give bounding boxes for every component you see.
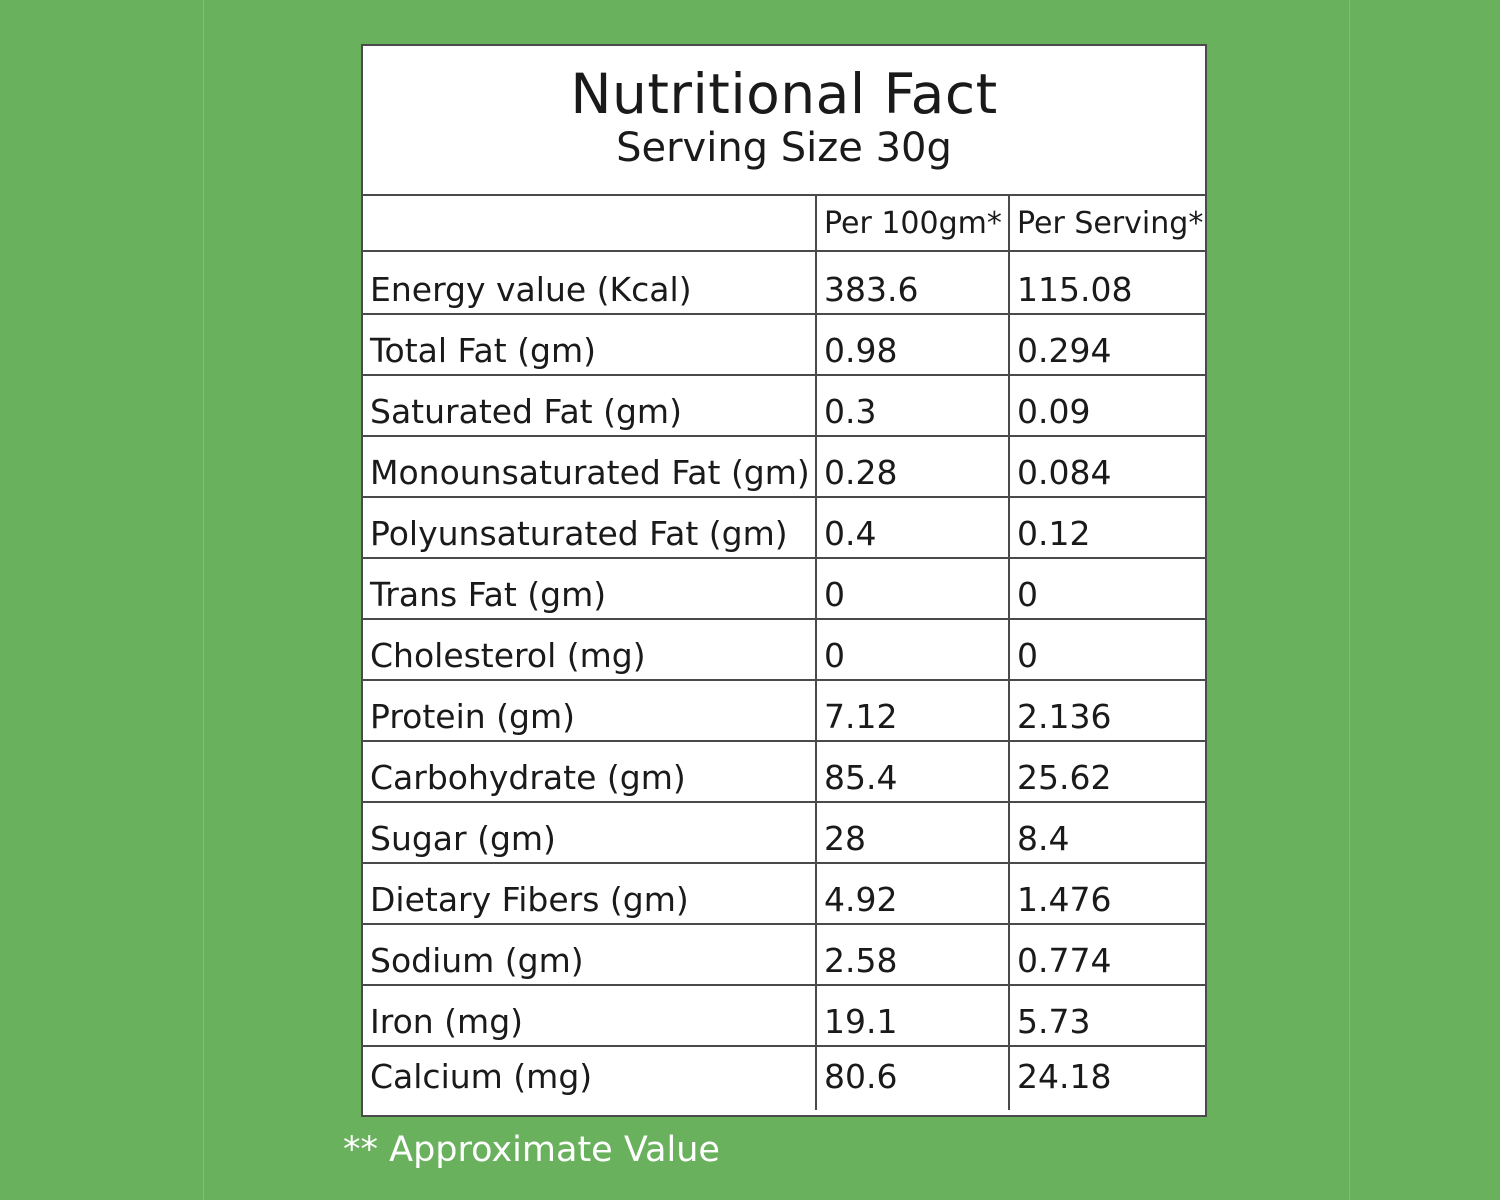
per-serving-cell: 8.4: [1009, 802, 1205, 864]
nutrient-name-cell: Polyunsaturated Fat (gm): [363, 497, 817, 559]
table-row: Energy value (Kcal) 383.6 115.08: [363, 251, 1205, 315]
table-row: Sodium (gm) 2.58 0.774: [363, 924, 1205, 986]
nutrient-name-cell: Sodium (gm): [363, 924, 817, 986]
per-100gm-cell: 4.92: [816, 863, 1010, 925]
table-row: Protein (gm) 7.12 2.136: [363, 680, 1205, 742]
nutrient-name-cell: Sugar (gm): [363, 802, 817, 864]
table-row: Cholesterol (mg) 0 0: [363, 619, 1205, 681]
serving-size-subtitle: Serving Size 30g: [616, 125, 952, 171]
nutrient-name-cell: Dietary Fibers (gm): [363, 863, 817, 925]
per-100gm-cell: 0.3: [816, 375, 1010, 437]
table-row: Saturated Fat (gm) 0.3 0.09: [363, 375, 1205, 437]
nutrient-name-cell: Cholesterol (mg): [363, 619, 817, 681]
nutrient-name-cell: Calcium (mg): [363, 1046, 817, 1110]
per-serving-cell: 0.084: [1009, 436, 1205, 498]
table-row: Dietary Fibers (gm) 4.92 1.476: [363, 863, 1205, 925]
table-row: Polyunsaturated Fat (gm) 0.4 0.12: [363, 497, 1205, 559]
per-100gm-cell: 80.6: [816, 1046, 1010, 1110]
background-guide-line-right: [1349, 0, 1350, 1200]
nutrient-name-cell: Trans Fat (gm): [363, 558, 817, 620]
per-100gm-cell: 0.4: [816, 497, 1010, 559]
per-100gm-cell: 0.28: [816, 436, 1010, 498]
table-row: Iron (mg) 19.1 5.73: [363, 985, 1205, 1047]
nutrition-facts-panel: Nutritional Fact Serving Size 30g Per 10…: [361, 44, 1207, 1117]
table-header-row: Per 100gm* Per Serving*: [363, 196, 1205, 252]
per-100gm-cell: 2.58: [816, 924, 1010, 986]
nutrient-name-cell: Energy value (Kcal): [363, 251, 817, 315]
per-serving-cell: 0.294: [1009, 314, 1205, 376]
table-row: Carbohydrate (gm) 85.4 25.62: [363, 741, 1205, 803]
per-100gm-cell: 0: [816, 619, 1010, 681]
per-100gm-cell: 383.6: [816, 251, 1010, 315]
per-serving-cell: 0.12: [1009, 497, 1205, 559]
nutrient-name-cell: Monounsaturated Fat (gm): [363, 436, 817, 498]
per-serving-cell: 0.09: [1009, 375, 1205, 437]
column-header-per-100gm: Per 100gm*: [816, 196, 1010, 252]
nutrient-name-cell: Carbohydrate (gm): [363, 741, 817, 803]
table-row: Monounsaturated Fat (gm) 0.28 0.084: [363, 436, 1205, 498]
column-header-per-serving: Per Serving*: [1009, 196, 1205, 252]
table-row: Calcium (mg) 80.6 24.18: [363, 1046, 1205, 1110]
approximate-value-footnote: ** Approximate Value: [343, 1130, 720, 1170]
per-100gm-cell: 19.1: [816, 985, 1010, 1047]
per-serving-cell: 25.62: [1009, 741, 1205, 803]
per-serving-cell: 24.18: [1017, 1057, 1112, 1096]
nutrient-name-cell: Saturated Fat (gm): [363, 375, 817, 437]
per-100gm-cell: 7.12: [816, 680, 1010, 742]
per-100gm-cell: 85.4: [816, 741, 1010, 803]
per-serving-cell: 2.136: [1009, 680, 1205, 742]
table-row: Total Fat (gm) 0.98 0.294: [363, 314, 1205, 376]
nutrient-name-cell: Total Fat (gm): [363, 314, 817, 376]
nutrient-name-cell: Iron (mg): [363, 985, 817, 1047]
per-100gm-cell: 0.98: [816, 314, 1010, 376]
per-serving-cell: 0.774: [1009, 924, 1205, 986]
nutrient-name-cell: Protein (gm): [363, 680, 817, 742]
per-serving-cell: 0: [1009, 619, 1205, 681]
nutrition-table: Per 100gm* Per Serving* Energy value (Kc…: [363, 196, 1205, 1110]
nutrition-header: Nutritional Fact Serving Size 30g: [363, 46, 1205, 196]
per-serving-cell: 5.73: [1009, 985, 1205, 1047]
per-100gm-cell: 28: [816, 802, 1010, 864]
background-guide-line-left: [203, 0, 204, 1200]
per-serving-cell: 115.08: [1009, 251, 1205, 315]
per-serving-cell: 0: [1009, 558, 1205, 620]
per-100gm-cell: 0: [816, 558, 1010, 620]
table-row: Sugar (gm) 28 8.4: [363, 802, 1205, 864]
column-header-nutrient: [363, 196, 817, 252]
page-title: Nutritional Fact: [570, 62, 998, 126]
per-serving-cell: 1.476: [1009, 863, 1205, 925]
table-row: Trans Fat (gm) 0 0: [363, 558, 1205, 620]
